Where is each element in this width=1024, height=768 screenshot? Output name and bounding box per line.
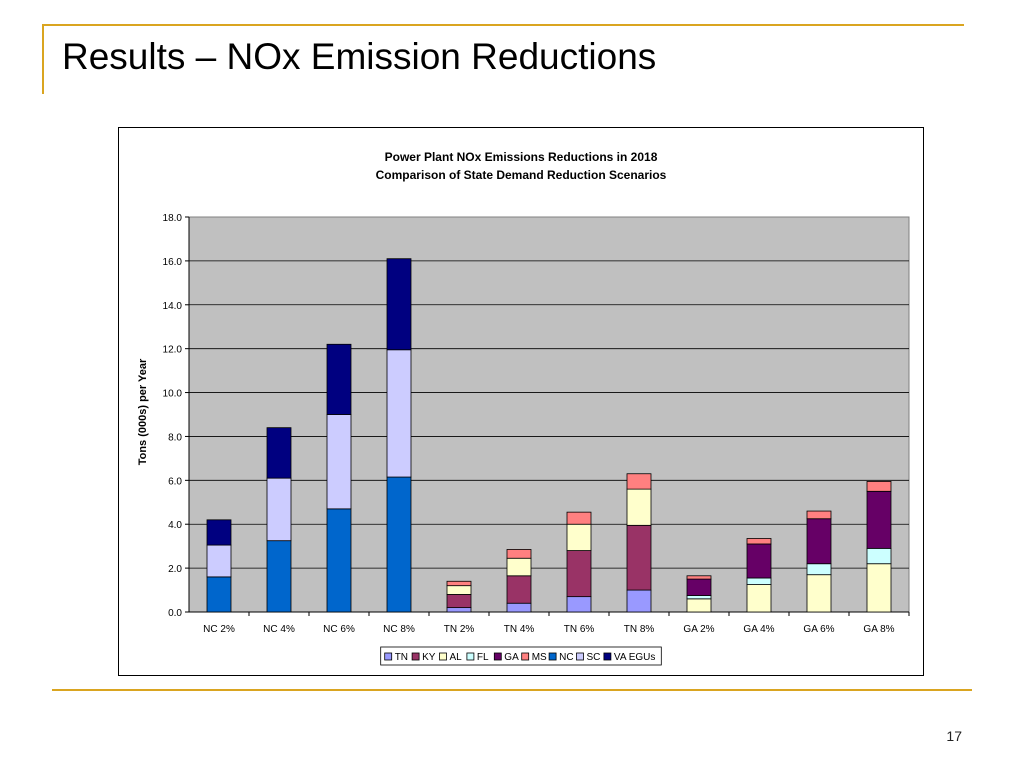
bar-segment xyxy=(686,578,712,596)
bar-segment xyxy=(506,575,532,604)
bar-segment xyxy=(806,518,832,565)
bar-segment xyxy=(626,589,652,613)
x-tick-label: GA 2% xyxy=(683,624,714,635)
y-tick-label: 6.0 xyxy=(168,476,182,487)
legend-swatch xyxy=(439,652,447,661)
bar-segment xyxy=(626,473,652,490)
x-tick-label: GA 6% xyxy=(803,624,834,635)
x-tick-label: TN 4% xyxy=(504,624,535,635)
bar-segment xyxy=(206,544,232,578)
slide-title: Results – NOx Emission Reductions xyxy=(62,36,657,77)
legend-label: GA xyxy=(504,652,519,663)
legend-swatch xyxy=(603,652,612,661)
bar-segment xyxy=(746,538,772,545)
y-tick-label: 2.0 xyxy=(168,564,182,575)
bar-segment xyxy=(626,524,652,591)
legend-label: AL xyxy=(450,652,463,663)
bottom-rule xyxy=(52,689,972,691)
plot-area: 0.0 2.0 4.0 6.0 8.0 10.0 12.0 14.0 16.0 18.0 NC 2%… xyxy=(163,213,910,635)
bar-segment xyxy=(386,476,412,613)
page-number: 17 xyxy=(946,728,962,744)
bar-segment xyxy=(506,549,532,559)
bar-segment xyxy=(566,511,592,525)
bar-segment xyxy=(746,577,772,585)
y-tick-label: 12.0 xyxy=(163,345,183,356)
legend-swatch xyxy=(576,652,584,661)
x-tick-label: GA 8% xyxy=(863,624,894,635)
x-tick-label: TN 6% xyxy=(564,624,595,635)
legend: TN KY AL FL GA MS NC SC VA EGUs xyxy=(380,646,662,666)
bar-segment xyxy=(806,574,832,613)
bar-segment xyxy=(746,584,772,613)
y-tick-label: 8.0 xyxy=(168,432,182,443)
bar-segment xyxy=(446,580,472,587)
bar-segment xyxy=(746,543,772,579)
chart-frame: Power Plant NOx Emissions Reductions in … xyxy=(118,127,924,676)
x-tick-label: NC 4% xyxy=(263,624,295,635)
legend-swatch xyxy=(466,652,475,661)
bar-segment xyxy=(806,510,832,520)
y-tick-label: 16.0 xyxy=(163,257,183,268)
legend-swatch xyxy=(411,652,420,661)
legend-swatch xyxy=(384,652,393,661)
x-tick-label: TN 2% xyxy=(444,624,475,635)
stacked-bar-chart: Power Plant NOx Emissions Reductions in … xyxy=(137,150,910,666)
bar-segment xyxy=(326,508,352,613)
x-tick-label: NC 6% xyxy=(323,624,355,635)
bar-segment xyxy=(266,427,292,479)
bar-segment xyxy=(866,547,892,565)
x-tick-label: GA 4% xyxy=(743,624,774,635)
bar-segment xyxy=(326,343,352,415)
bar-segment xyxy=(206,519,232,546)
x-tick-label: NC 8% xyxy=(383,624,415,635)
bar-segment xyxy=(686,595,712,600)
bar-segment xyxy=(506,557,532,577)
y-tick-label: 10.0 xyxy=(163,389,183,400)
legend-label: FL xyxy=(477,652,489,663)
legend-swatch xyxy=(493,652,502,661)
bar-segment xyxy=(206,576,232,613)
legend-swatch xyxy=(521,652,530,661)
legend-swatch xyxy=(548,652,557,661)
bar-segment xyxy=(806,563,832,576)
y-tick-label: 14.0 xyxy=(163,301,183,312)
y-tick-label: 0.0 xyxy=(168,608,182,619)
legend-label: MS xyxy=(532,652,547,663)
bar-segment xyxy=(386,258,412,351)
bar-segment xyxy=(866,490,892,549)
chart-title: Power Plant NOx Emissions Reductions in … xyxy=(385,150,658,164)
y-axis-label: Tons (000s) per Year xyxy=(137,358,149,465)
bar-segment xyxy=(446,594,472,609)
chart-subtitle: Comparison of State Demand Reduction Sce… xyxy=(376,168,667,182)
legend-box xyxy=(380,646,662,666)
legend-label: KY xyxy=(422,652,436,663)
bar-segment xyxy=(866,563,892,613)
bar-segment xyxy=(386,349,412,478)
y-tick-label: 18.0 xyxy=(163,213,183,224)
bar-segment xyxy=(626,488,652,526)
bar-segment xyxy=(866,481,892,492)
bar-segment xyxy=(446,607,472,613)
bar-segment xyxy=(506,602,532,613)
bar-segment xyxy=(566,550,592,598)
bar-segment xyxy=(686,598,712,613)
legend-label: NC xyxy=(559,652,573,663)
bar-segment xyxy=(266,540,292,613)
legend-label: VA EGUs xyxy=(614,652,656,663)
plot-background xyxy=(188,216,910,613)
bar-segment xyxy=(326,414,352,510)
bar-segment xyxy=(566,523,592,551)
left-rule xyxy=(42,24,44,94)
legend-label: SC xyxy=(587,652,601,663)
bar-segment xyxy=(266,477,292,542)
x-tick-label: TN 8% xyxy=(624,624,655,635)
x-tick-label: NC 2% xyxy=(203,624,235,635)
bar-segment xyxy=(686,575,712,580)
bar-segment xyxy=(446,585,472,595)
legend-label: TN xyxy=(395,652,408,663)
top-rule xyxy=(42,24,964,26)
bar-segment xyxy=(566,596,592,613)
y-tick-label: 4.0 xyxy=(168,520,182,531)
